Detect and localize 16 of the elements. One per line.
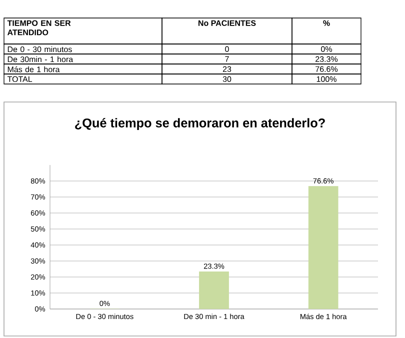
text: 0% [321,46,332,52]
text: 23.3% [316,56,338,62]
text: De 0 - 30 minutos [8,46,72,52]
text: No PACIENTES [198,20,256,26]
text: Más de 1 hora [8,66,60,72]
chart-title: ¿Qué tiempo se demoraron en atenderlo? [75,118,325,130]
text: 0 [225,46,229,52]
text: De 30min - 1 hora [8,56,74,62]
text: 100% [316,76,336,82]
text: TIEMPO EN SER ATENDIDO [7,20,71,36]
text: % [323,20,330,26]
text: 7 [225,56,229,62]
text: 30 [222,76,232,82]
text: TOTAL [7,76,32,82]
text: 23 [222,66,232,72]
text: 76.6% [316,66,338,72]
